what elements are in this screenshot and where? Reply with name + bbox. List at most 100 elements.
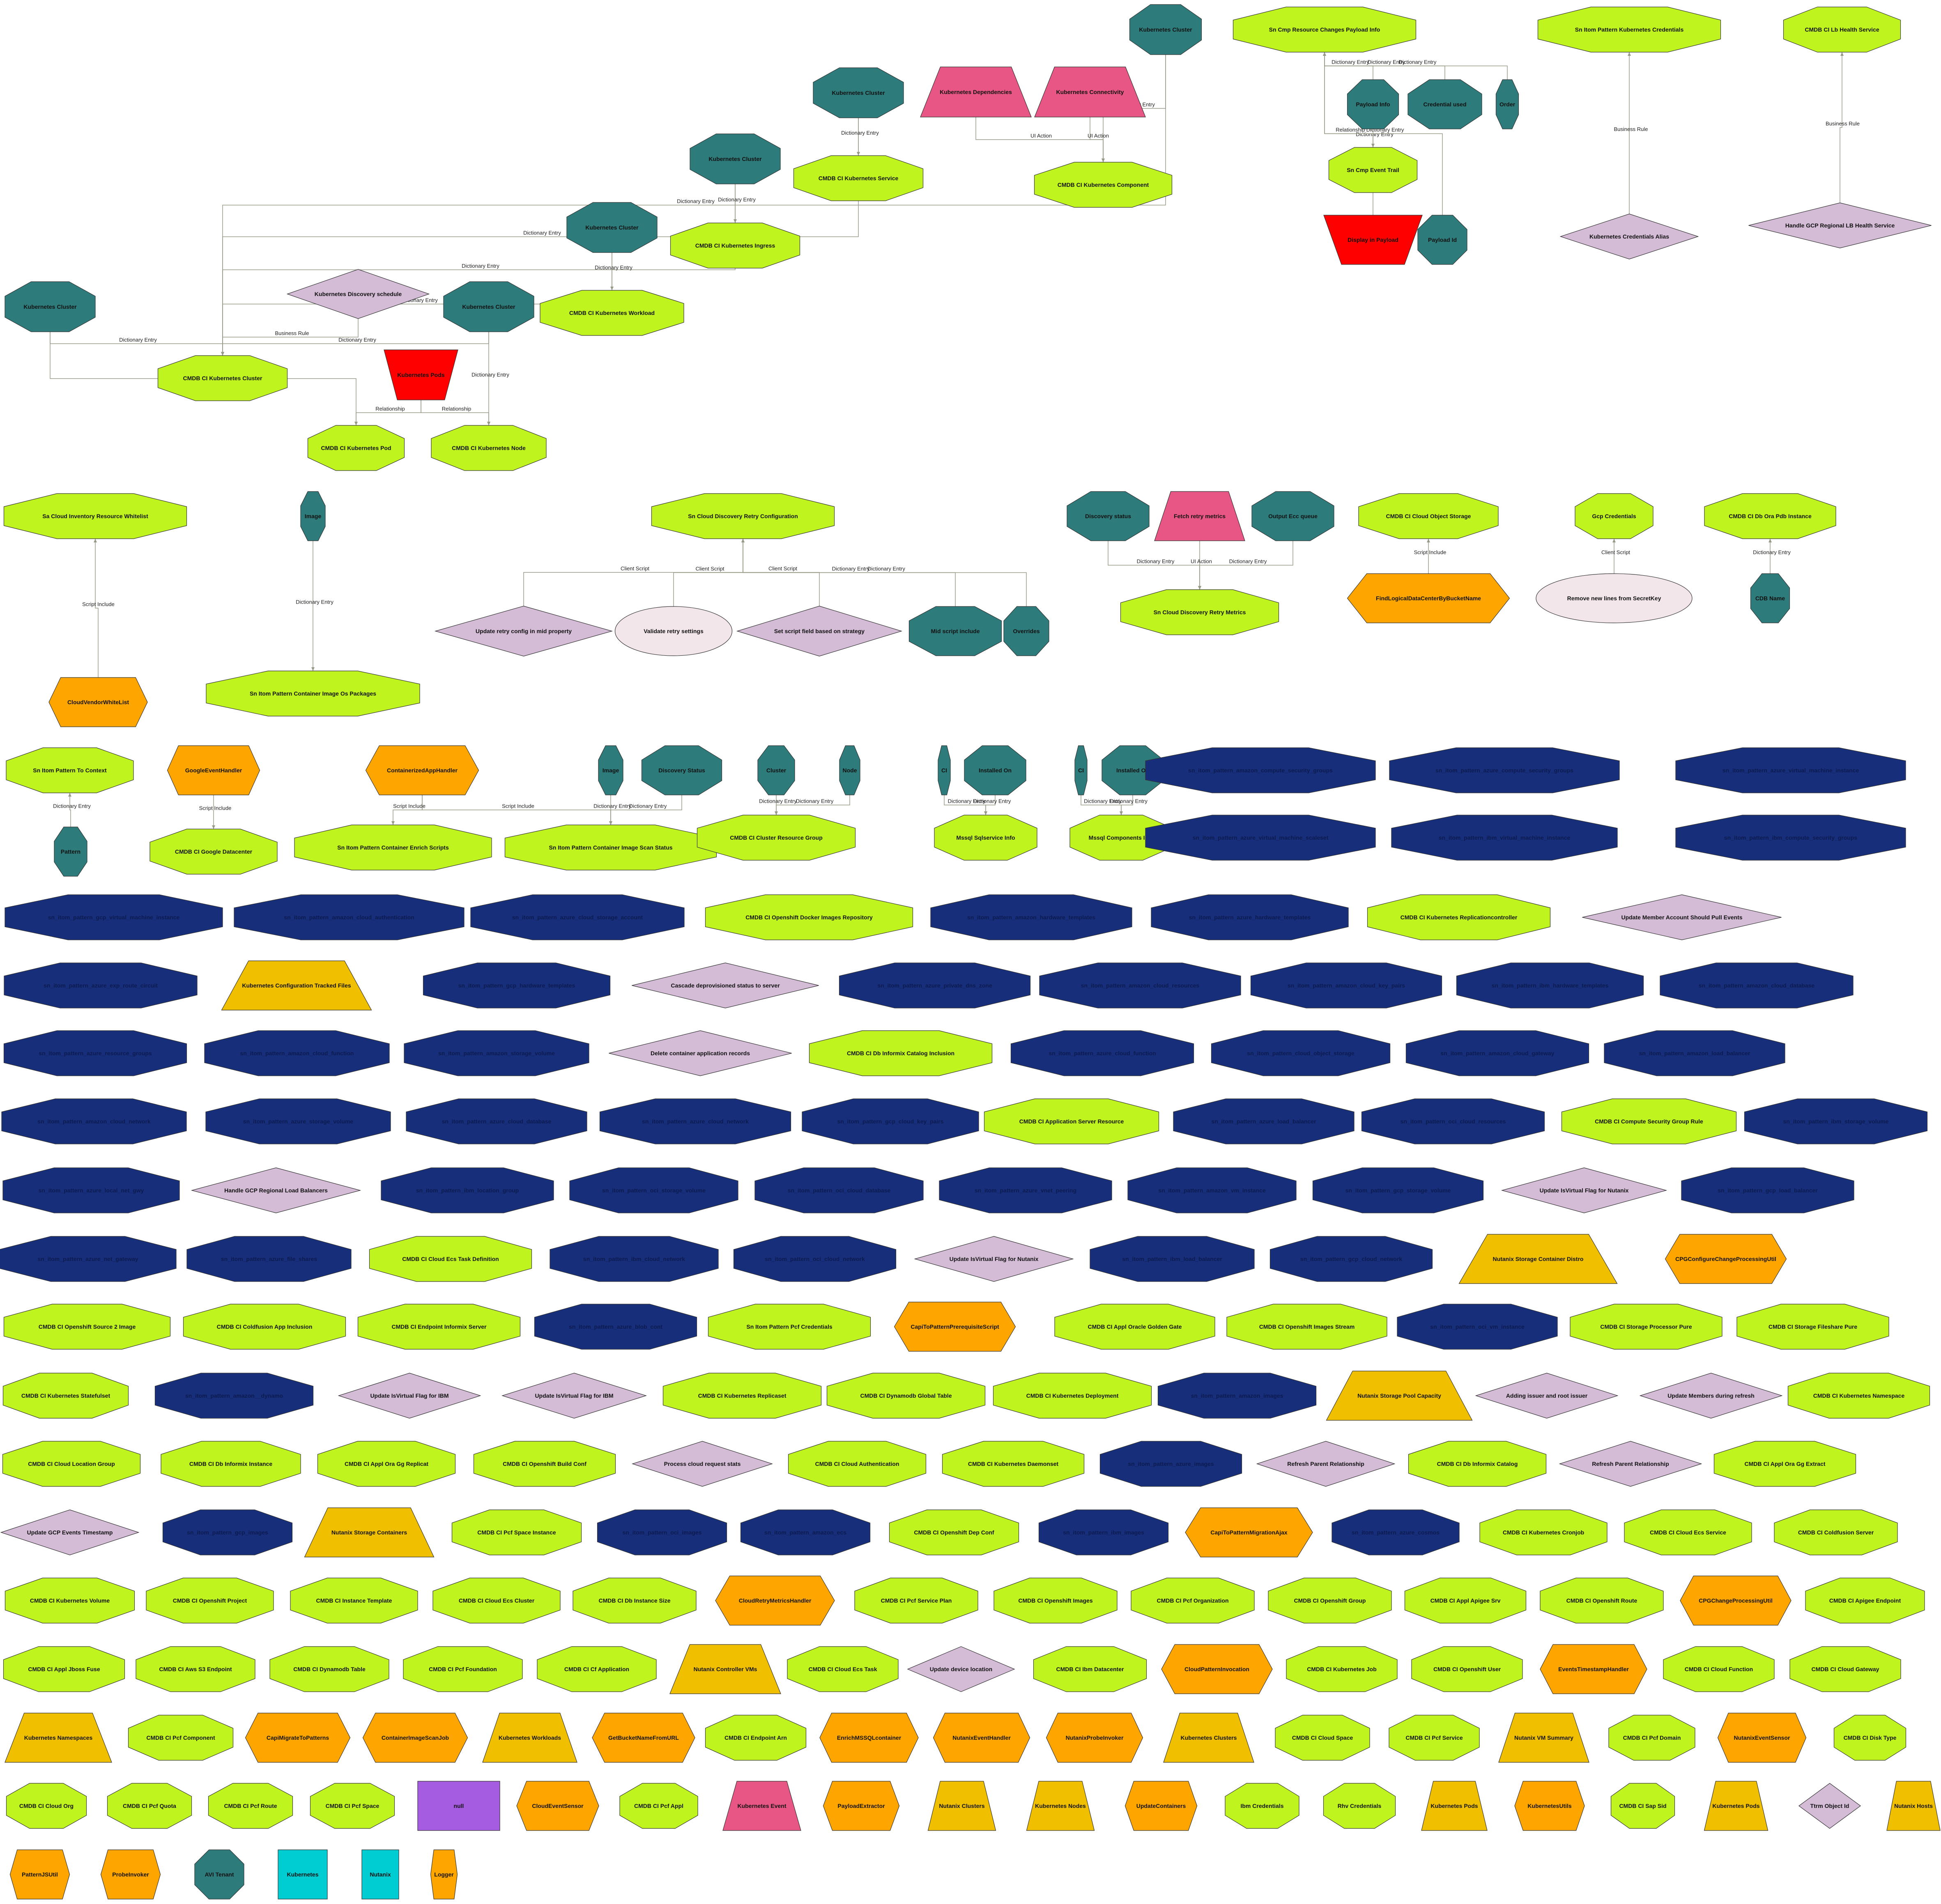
node-n208[interactable]: CapiMigrateToPatterns (245, 1713, 351, 1763)
node-n222[interactable]: CMDB CI Disk Type (1833, 1715, 1907, 1761)
node-n220[interactable]: CMDB CI Pcf Domain (1608, 1715, 1695, 1761)
node-n115[interactable]: sn_itom_pattern_amazon_vm_instance (1127, 1167, 1297, 1213)
node-n224[interactable]: CMDB CI Pcf Quota (107, 1783, 192, 1829)
node-n66[interactable]: Sn Itom Pattern Container Image Scan Sta… (504, 825, 717, 870)
node-n85[interactable]: sn_itom_pattern_azure_private_dns_zone (839, 962, 1031, 1008)
node-n17[interactable]: Display in Payload (1323, 215, 1423, 265)
node-n59[interactable]: Installed On (1102, 745, 1164, 795)
node-n157[interactable]: CMDB CI Cloud Authentication (788, 1441, 927, 1487)
node-n178[interactable]: CMDB CI Openshift Project (146, 1578, 274, 1624)
node-n38[interactable]: Sn Cloud Discovery Retry Metrics (1120, 589, 1279, 635)
node-n19[interactable]: Kubernetes Credentials Alias (1559, 214, 1699, 260)
node-n27[interactable]: CMDB CI Kubernetes Pod (307, 425, 405, 471)
node-n213[interactable]: EnrichMSSQLcontainer (819, 1713, 919, 1763)
node-n95[interactable]: sn_itom_pattern_azure_cloud_function (1010, 1030, 1194, 1076)
node-n188[interactable]: CMDB CI Openshift Route (1540, 1578, 1664, 1624)
node-n223[interactable]: CMDB CI Cloud Org (6, 1783, 87, 1829)
node-n8[interactable]: Payload Info (1347, 79, 1399, 129)
node-n194[interactable]: CMDB CI Pcf Foundation (403, 1646, 523, 1692)
node-n126[interactable]: sn_itom_pattern_gcp_cloud_network (1269, 1236, 1433, 1282)
node-n118[interactable]: sn_itom_pattern_gcp_load_balancer (1681, 1167, 1854, 1213)
node-n109[interactable]: sn_itom_pattern_azure_local_net_gwy (2, 1167, 180, 1213)
node-n239[interactable]: CMDB CI Sap Sid (1610, 1783, 1675, 1829)
node-n230[interactable]: Kubernetes Event (722, 1781, 801, 1831)
node-n121[interactable]: CMDB CI Cloud Ecs Task Definition (369, 1236, 532, 1282)
node-n75[interactable]: sn_itom_pattern_azure_cloud_storage_acco… (470, 894, 685, 940)
node-n30[interactable]: Image (300, 491, 326, 541)
node-n120[interactable]: sn_itom_pattern_azure_file_shares (186, 1236, 352, 1282)
node-n72[interactable]: sn_itom_pattern_ibm_compute_security_gro… (1675, 815, 1906, 861)
node-n125[interactable]: sn_itom_pattern_ibm_load_balancer (1090, 1236, 1255, 1282)
node-n146[interactable]: CMDB CI Kubernetes Deployment (993, 1373, 1152, 1419)
node-n1[interactable]: Kubernetes Cluster (1129, 4, 1202, 55)
node-n29[interactable]: Sa Cloud Inventory Resource Whitelist (3, 493, 187, 539)
node-n244[interactable]: ProbeInvoker (100, 1849, 161, 1899)
node-n90[interactable]: sn_itom_pattern_azure_resource_groups (3, 1030, 187, 1076)
node-n16[interactable]: Kubernetes Cluster (566, 202, 658, 253)
node-n199[interactable]: CMDB CI Ibm Datacenter (1033, 1646, 1147, 1692)
node-n71[interactable]: sn_itom_pattern_ibm_virtual_machine_inst… (1391, 815, 1618, 861)
node-n203[interactable]: EventsTimestampHandler (1540, 1644, 1647, 1694)
node-n141[interactable]: sn_itom_pattern_amazon__dynamo (154, 1373, 314, 1419)
node-n127[interactable]: Nutanix Storage Container Distro (1458, 1234, 1618, 1284)
node-n47[interactable]: CloudVendorWhiteList (48, 677, 148, 727)
node-n217[interactable]: CMDB CI Cloud Space (1275, 1715, 1370, 1761)
node-n169[interactable]: sn_itom_pattern_amazon_ecs (740, 1509, 871, 1555)
node-n130[interactable]: CMDB CI Coldfusion App Inclusion (183, 1304, 346, 1350)
node-n232[interactable]: Nutanix Clusters (927, 1781, 996, 1831)
node-n247[interactable]: Nutanix (361, 1849, 399, 1899)
node-n212[interactable]: CMDB CI Endpoint Arn (705, 1715, 807, 1761)
node-n168[interactable]: sn_itom_pattern_oci_images (597, 1509, 727, 1555)
node-n96[interactable]: sn_itom_pattern_cloud_object_storage (1211, 1030, 1391, 1076)
node-n99[interactable]: sn_itom_pattern_amazon_cloud_network (1, 1098, 187, 1144)
node-n36[interactable]: Gcp Credentials (1575, 493, 1654, 539)
node-n80[interactable]: Update Member Account Should Pull Events (1582, 894, 1782, 940)
node-n33[interactable]: Fetch retry metrics (1154, 491, 1245, 541)
node-n207[interactable]: CMDB CI Pcf Component (128, 1715, 234, 1761)
node-n52[interactable]: Image (598, 745, 623, 795)
node-n231[interactable]: PayloadExtractor (823, 1781, 900, 1831)
node-n87[interactable]: sn_itom_pattern_amazon_cloud_key_pairs (1250, 962, 1442, 1008)
node-n211[interactable]: GetBucketNameFromURL (592, 1713, 695, 1763)
node-n18[interactable]: Payload Id (1417, 215, 1467, 265)
node-n155[interactable]: CMDB CI Openshift Build Conf (473, 1441, 616, 1487)
node-n28[interactable]: CMDB CI Kubernetes Node (431, 425, 547, 471)
node-n51[interactable]: ContainerizedAppHandler (365, 745, 479, 795)
node-n91[interactable]: sn_itom_pattern_amazon_cloud_function (204, 1030, 390, 1076)
node-n22[interactable]: CMDB CI Kubernetes Workload (540, 290, 684, 336)
node-n246[interactable]: Kubernetes (278, 1849, 328, 1899)
node-n100[interactable]: sn_itom_pattern_azure_storage_volume (205, 1098, 391, 1144)
node-n176[interactable]: CMDB CI Coldfusion Server (1774, 1509, 1898, 1555)
node-n123[interactable]: sn_itom_pattern_oci_cloud_network (733, 1236, 897, 1282)
node-n158[interactable]: CMDB CI Kubernetes Daemonset (942, 1441, 1085, 1487)
node-n81[interactable]: sn_itom_pattern_azure_exp_route_circuit (4, 962, 198, 1008)
node-n111[interactable]: sn_itom_pattern_ibm_location_group (381, 1167, 554, 1213)
node-n42[interactable]: Update retry config in mid property (434, 606, 613, 657)
node-n135[interactable]: CMDB CI Appl Oracle Golden Gate (1054, 1304, 1215, 1350)
node-n245[interactable]: AVI Tenant (194, 1849, 244, 1899)
node-n7[interactable]: Kubernetes Connectivity (1034, 67, 1146, 117)
node-n105[interactable]: sn_itom_pattern_azure_load_balancer (1173, 1098, 1355, 1144)
node-n20[interactable]: Handle GCP Regional LB Health Service (1748, 202, 1932, 248)
node-n238[interactable]: KubernetesUtils (1514, 1781, 1585, 1831)
node-n137[interactable]: sn_itom_pattern_oci_vm_instance (1397, 1304, 1558, 1350)
node-n57[interactable]: Installed On (964, 745, 1026, 795)
node-n68[interactable]: Mssql Sqlservice Info (934, 815, 1037, 861)
node-n5[interactable]: Kubernetes Cluster (813, 67, 904, 118)
node-n172[interactable]: CapiToPatternMigrationAjax (1185, 1507, 1313, 1557)
node-n102[interactable]: sn_itom_pattern_azure_cloud_network (599, 1098, 791, 1144)
node-n65[interactable]: Sn Itom Pattern Container Enrich Scripts (294, 825, 492, 870)
node-n161[interactable]: CMDB CI Db Informix Catalog (1408, 1441, 1547, 1487)
node-n32[interactable]: Discovery status (1067, 491, 1150, 541)
node-n108[interactable]: sn_itom_pattern_ibm_storage_volume (1744, 1098, 1928, 1144)
node-n147[interactable]: sn_itom_pattern_amazon_images (1157, 1373, 1317, 1419)
node-n226[interactable]: CMDB CI Pcf Space (310, 1783, 395, 1829)
node-n25[interactable]: CMDB CI Kubernetes Cluster (157, 355, 288, 401)
node-n69[interactable]: Mssql Components Info (1069, 815, 1173, 861)
node-n104[interactable]: CMDB CI Application Server Resource (984, 1098, 1159, 1144)
node-n83[interactable]: sn_itom_pattern_gcp_hardware_templates (423, 962, 611, 1008)
node-n67[interactable]: CMDB CI Cluster Resource Group (697, 815, 856, 861)
node-n235[interactable]: Ibm Credentials (1225, 1783, 1299, 1829)
node-n183[interactable]: CMDB CI Pcf Service Plan (854, 1578, 978, 1624)
node-n89[interactable]: sn_itom_pattern_amazon_cloud_database (1660, 962, 1854, 1008)
